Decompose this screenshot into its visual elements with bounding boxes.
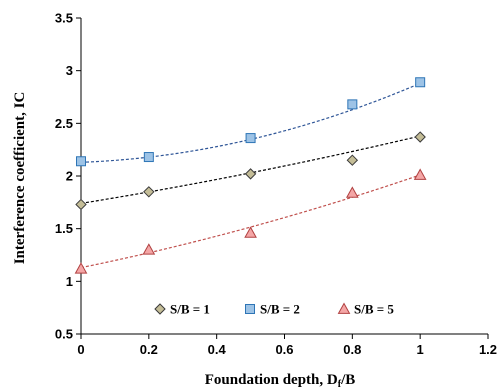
legend-label-s-b-1: S/B = 1 bbox=[170, 302, 210, 317]
data-point-s-b-1 bbox=[346, 154, 359, 166]
legend: S/B = 1 S/B = 2 S/B = 5 bbox=[154, 302, 394, 317]
data-point-s-b-1 bbox=[75, 198, 87, 211]
x-tick-label: 0.8 bbox=[343, 342, 361, 357]
data-point-s-b-5 bbox=[244, 226, 257, 238]
legend-marker-s-b-5 bbox=[337, 302, 351, 314]
data-point-s-b-2 bbox=[347, 99, 358, 110]
x-tick-label: 1.2 bbox=[479, 342, 497, 357]
x-tick-label: 1 bbox=[417, 342, 424, 357]
trendline-s-b-5 bbox=[80, 174, 421, 269]
data-point-s-b-5 bbox=[74, 262, 88, 274]
x-axis-title: Foundation depth, Df/B bbox=[205, 372, 356, 390]
data-point-s-b-2 bbox=[415, 77, 426, 88]
data-point-s-b-1 bbox=[143, 186, 155, 198]
legend-marker-s-b-2 bbox=[245, 304, 255, 314]
x-axis-title-main: Foundation depth, D bbox=[205, 372, 338, 388]
x-axis-title-subscript: f bbox=[338, 379, 342, 390]
y-tick-label: 2.5 bbox=[55, 116, 73, 131]
y-axis-title: Interference coefficient, IC bbox=[12, 92, 28, 265]
x-tick-label: 0.4 bbox=[208, 342, 227, 357]
data-markers bbox=[74, 77, 427, 274]
x-tick-label: 0 bbox=[77, 342, 84, 357]
legend-label-s-b-2: S/B = 2 bbox=[260, 302, 300, 317]
ticks: 0 0.2 0.4 0.6 0.8 1 1.2 0.5 1 1.5 2 2.5 3 3.5 bbox=[55, 11, 497, 358]
legend-marker-s-b-1 bbox=[154, 303, 166, 315]
y-tick-label: 0.5 bbox=[55, 327, 73, 342]
data-point-s-b-1 bbox=[414, 131, 426, 143]
x-tick-label: 0.2 bbox=[140, 342, 158, 357]
data-point-s-b-5 bbox=[345, 186, 359, 198]
y-tick-label: 1 bbox=[66, 274, 73, 289]
data-point-s-b-5 bbox=[413, 168, 427, 180]
data-point-s-b-2 bbox=[76, 156, 86, 167]
data-point-s-b-2 bbox=[143, 152, 154, 163]
legend-label-s-b-5: S/B = 5 bbox=[354, 302, 394, 317]
y-tick-label: 2 bbox=[66, 169, 73, 184]
x-tick-label: 0.6 bbox=[275, 342, 293, 357]
trendline-s-b-2 bbox=[80, 82, 421, 163]
y-tick-label: 3.5 bbox=[55, 11, 73, 26]
y-tick-label: 1.5 bbox=[55, 221, 73, 236]
data-point-s-b-1 bbox=[244, 168, 257, 180]
y-tick-label: 3 bbox=[66, 63, 73, 78]
data-point-s-b-5 bbox=[142, 243, 156, 255]
axes bbox=[80, 18, 488, 335]
data-point-s-b-2 bbox=[245, 133, 256, 144]
x-axis-title-suffix: /B bbox=[340, 372, 355, 388]
